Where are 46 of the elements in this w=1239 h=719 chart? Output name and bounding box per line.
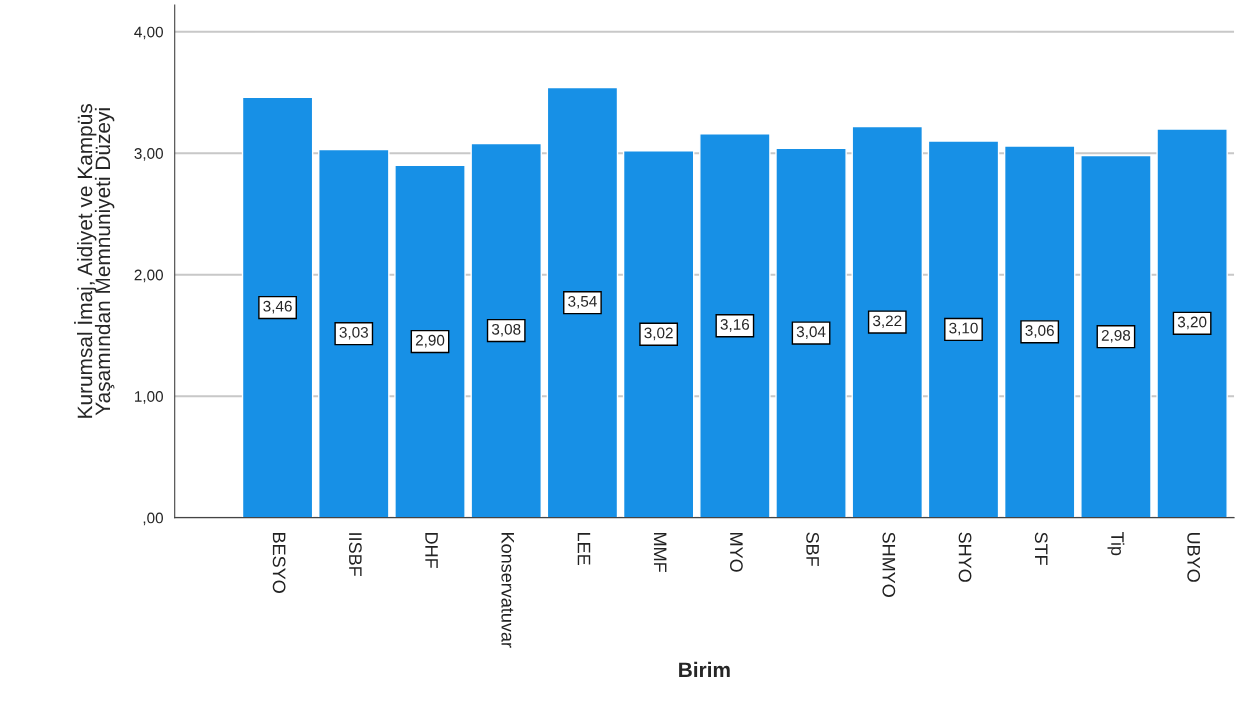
data-label: 3,04	[796, 326, 826, 339]
x-tick-label: SBF	[806, 532, 820, 566]
bar	[699, 133, 771, 518]
data-label: 3,46	[263, 300, 292, 314]
y-tick-label: 4,00	[134, 26, 163, 40]
bar	[546, 86, 619, 518]
data-label: 2,90	[415, 334, 445, 348]
x-tick-label: Tip	[1107, 531, 1125, 556]
bar	[622, 150, 695, 518]
data-label: 3,08	[491, 323, 521, 337]
x-tick-label: BESYO	[272, 533, 286, 593]
x-tick-label: SHYO	[958, 532, 972, 582]
y-tick-label: ,00	[143, 512, 163, 526]
bar	[927, 140, 1000, 518]
bar	[394, 164, 466, 518]
bar	[470, 142, 542, 518]
x-tick-label: MYO	[730, 533, 743, 572]
x-tick-label: IISBF	[348, 533, 362, 576]
y-axis-title: Kurumsal İmaj, Aidiyet ve Kampüs Yaşamından Memnuniyeti Düzeyi	[74, 104, 115, 418]
data-label: 3,16	[720, 319, 750, 332]
data-label: 3,22	[873, 315, 902, 328]
data-label: 3,20	[1177, 316, 1207, 330]
x-tick-label: Konservatuvar	[501, 533, 514, 648]
x-tick-label: STF	[1034, 532, 1048, 565]
bar	[241, 96, 314, 518]
y-tick-label: 1,00	[135, 391, 163, 404]
bar	[1003, 145, 1076, 518]
data-label: 2,98	[1101, 329, 1131, 343]
bar	[1080, 154, 1152, 518]
y-tick-label: 2,00	[134, 269, 163, 283]
bar	[775, 147, 847, 518]
x-tick-label: UBYO	[1187, 532, 1201, 582]
y-tick-label: 3,00	[134, 148, 163, 161]
x-tick-label: LEE	[577, 533, 591, 565]
data-label: 3,02	[644, 327, 673, 341]
bar	[1156, 128, 1228, 518]
data-label: 3,06	[1025, 325, 1054, 338]
data-label: 3,03	[339, 326, 368, 340]
bar	[851, 125, 924, 518]
x-tick-label: MMF	[653, 533, 667, 572]
data-label: 3,54	[568, 295, 597, 309]
x-tick-label: DHF	[425, 533, 438, 568]
x-tick-label: SHMYO	[882, 532, 896, 597]
bar	[318, 148, 390, 518]
data-label: 3,10	[949, 322, 978, 336]
x-axis-title: Birim	[679, 661, 730, 677]
